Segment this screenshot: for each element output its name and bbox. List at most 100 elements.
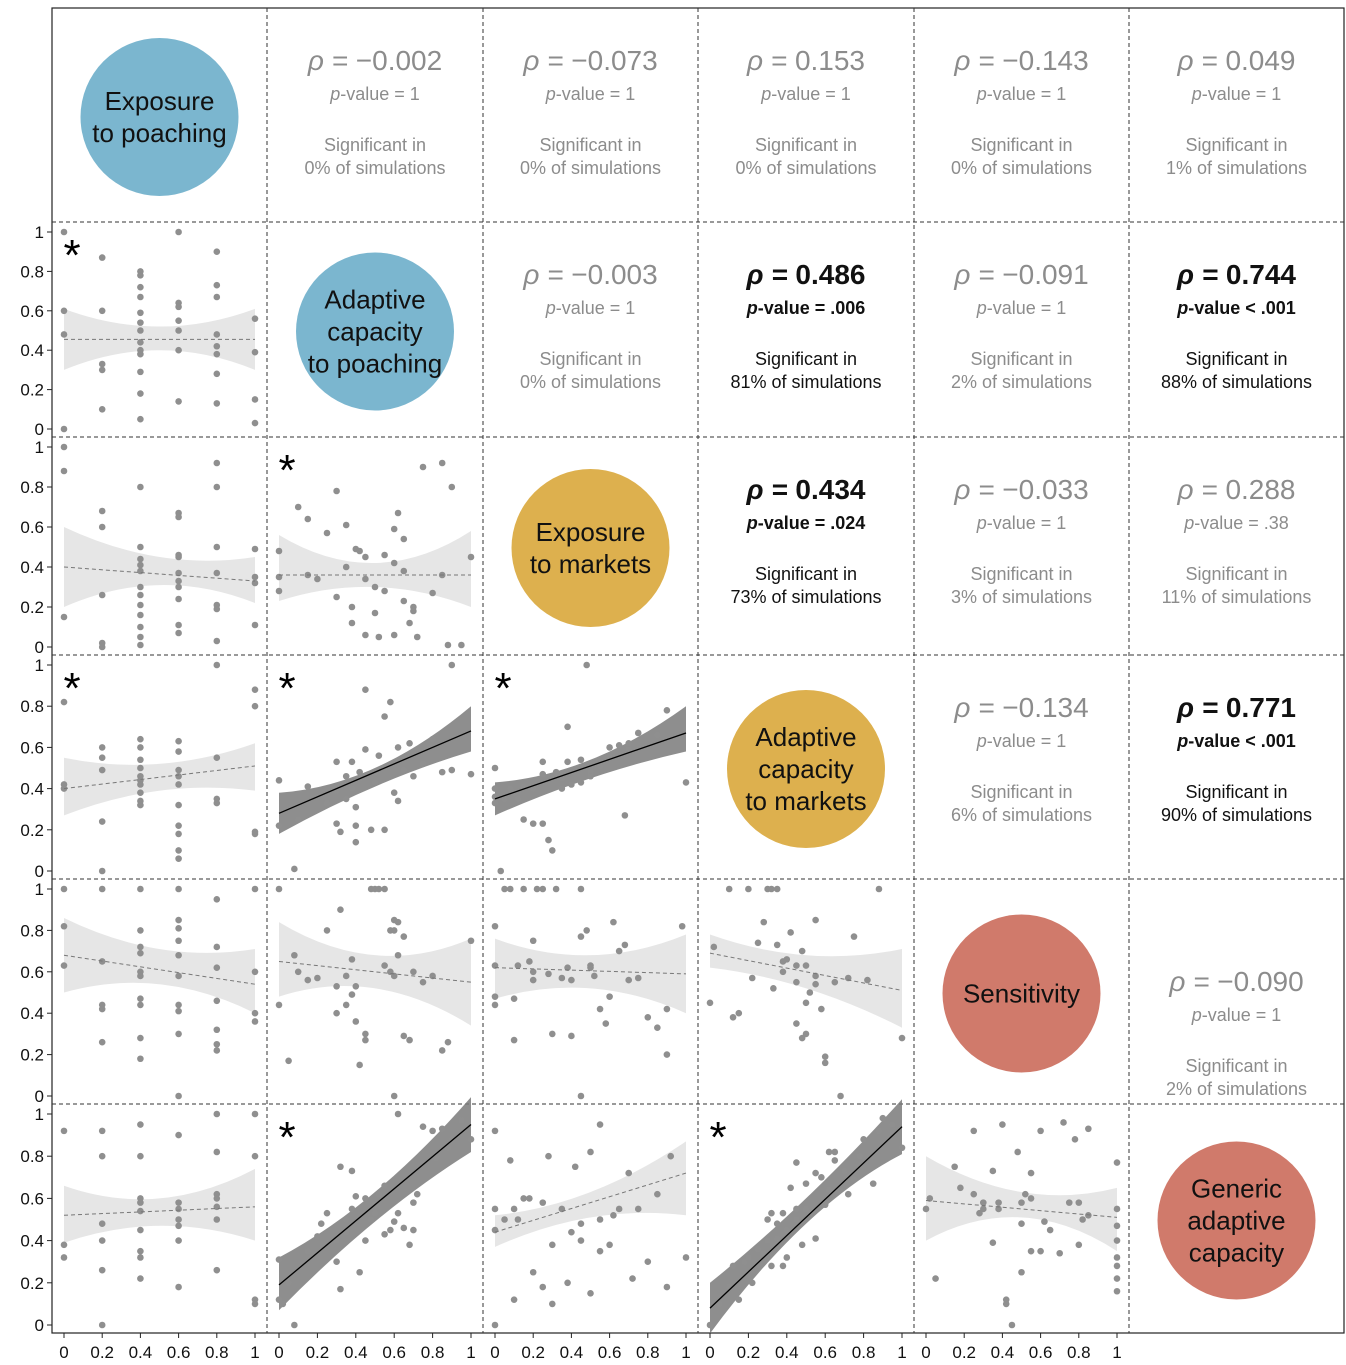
- data-point: [491, 1321, 499, 1329]
- significance-line1: Significant in: [539, 135, 641, 155]
- data-point: [587, 1290, 594, 1297]
- data-point: [342, 795, 350, 803]
- y-tick-label: 1: [35, 880, 44, 899]
- data-point: [375, 752, 383, 759]
- data-point: [898, 1144, 906, 1152]
- data-point: [549, 1030, 556, 1038]
- data-point: [812, 1169, 819, 1177]
- x-tick-label: 0.2: [90, 1343, 114, 1362]
- data-point: [467, 770, 475, 778]
- data-point: [539, 820, 547, 827]
- pvalue-text: p-value < .001: [1176, 731, 1296, 751]
- data-point: [1018, 1268, 1025, 1276]
- regression-line: [278, 730, 472, 814]
- data-point: [362, 1237, 369, 1244]
- data-point: [438, 1047, 446, 1054]
- data-point: [333, 758, 340, 766]
- data-point: [510, 995, 518, 1003]
- data-point: [294, 968, 302, 976]
- scatter-panel: *: [706, 1099, 906, 1334]
- rho-text: ρ = 0.486: [746, 259, 866, 290]
- data-point: [275, 587, 283, 595]
- significance-line1: Significant in: [755, 349, 857, 369]
- data-point: [348, 758, 356, 766]
- rho-symbol: ρ =: [522, 259, 571, 290]
- data-point: [275, 547, 283, 555]
- data-point: [98, 1220, 106, 1228]
- confidence-band: [495, 934, 686, 1014]
- data-point: [444, 641, 452, 649]
- data-point: [545, 836, 552, 844]
- data-point: [213, 331, 221, 338]
- scatter-panel: [706, 885, 906, 1100]
- scatter-panel: *: [275, 1097, 475, 1329]
- x-tick-label: 0.2: [737, 1343, 761, 1362]
- data-point: [429, 972, 436, 980]
- data-point: [725, 885, 733, 893]
- confidence-band: [64, 1168, 255, 1243]
- significance-line2: 3% of simulations: [951, 587, 1092, 607]
- data-point: [137, 293, 144, 301]
- data-point: [667, 1152, 675, 1160]
- variable-label: adaptive: [1187, 1206, 1285, 1236]
- data-point: [213, 1110, 221, 1118]
- data-point: [213, 1040, 221, 1048]
- variable-label: Generic: [1191, 1174, 1282, 1204]
- data-point: [491, 1001, 499, 1009]
- data-point: [275, 777, 283, 784]
- data-point: [610, 918, 617, 926]
- data-point: [98, 818, 106, 825]
- data-point: [275, 1296, 283, 1303]
- y-tick-label: 0.2: [20, 1046, 44, 1065]
- data-point: [98, 754, 106, 761]
- rho-symbol: ρ =: [953, 692, 1002, 723]
- data-point: [444, 1038, 452, 1046]
- data-point: [706, 999, 714, 1007]
- pvalue-p: p: [545, 84, 556, 104]
- data-point: [394, 1110, 402, 1118]
- data-point: [682, 779, 690, 786]
- rho-symbol: ρ =: [1176, 692, 1226, 723]
- rho-text: ρ = 0.744: [1176, 259, 1296, 290]
- significance-line1: Significant in: [755, 135, 857, 155]
- regression-line: [494, 732, 687, 800]
- rho-text: ρ = 0.771: [1176, 692, 1296, 723]
- data-point: [596, 762, 604, 770]
- data-point: [1113, 1237, 1121, 1244]
- data-point: [1113, 1262, 1121, 1270]
- x-tick-label: 1: [897, 1343, 906, 1362]
- data-point: [342, 972, 350, 980]
- pvalue-p: p: [976, 513, 987, 533]
- rho-symbol: ρ =: [1168, 966, 1217, 997]
- data-point: [371, 609, 379, 617]
- data-point: [137, 1121, 144, 1128]
- data-point: [549, 847, 556, 854]
- rho-symbol: ρ =: [522, 45, 571, 76]
- data-point: [568, 1228, 575, 1236]
- pvalue-value: = .024: [815, 513, 866, 533]
- variable-circle: [942, 914, 1101, 1073]
- data-point: [1113, 1287, 1121, 1295]
- data-point: [539, 1283, 547, 1291]
- regression-line: [278, 1124, 472, 1286]
- data-point: [137, 1199, 144, 1206]
- data-point: [995, 1205, 1002, 1213]
- data-point: [400, 1224, 408, 1232]
- data-point: [429, 1127, 436, 1135]
- significance-star: *: [63, 664, 80, 713]
- data-point: [98, 406, 106, 413]
- data-point: [333, 1009, 340, 1017]
- data-point: [1085, 1125, 1092, 1133]
- data-point: [251, 419, 259, 427]
- data-point: [529, 820, 537, 827]
- data-point: [213, 1266, 221, 1274]
- data-point: [419, 760, 427, 768]
- data-point: [841, 1167, 848, 1175]
- data-point: [213, 896, 221, 903]
- pvalue-value: = 1: [610, 298, 636, 318]
- data-point: [60, 307, 68, 315]
- significance-line2: 73% of simulations: [730, 587, 881, 607]
- data-point: [602, 1020, 610, 1027]
